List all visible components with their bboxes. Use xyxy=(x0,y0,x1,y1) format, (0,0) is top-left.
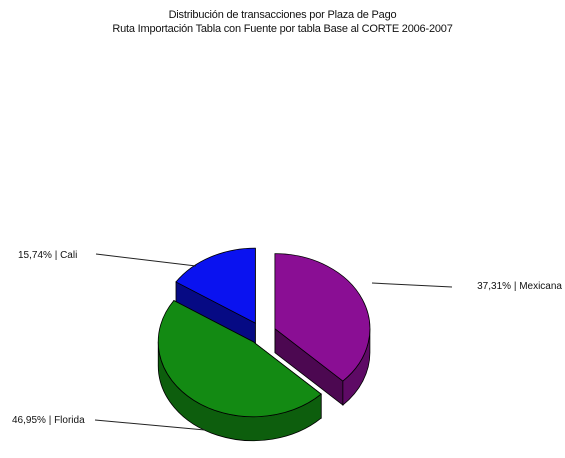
slice-label-cali: 15,74% | Cali xyxy=(18,250,77,261)
slice-label-florida: 46,95% | Florida xyxy=(12,415,85,426)
leader-line-cali xyxy=(95,253,197,267)
chart-subtitle: Ruta Importación Tabla con Fuente por ta… xyxy=(112,23,453,35)
leader-line-mexicana xyxy=(371,282,453,288)
chart-title-block: Distribución de transacciones por Plaza … xyxy=(0,8,565,36)
pie-slice-cali xyxy=(175,247,256,324)
chart-title: Distribución de transacciones por Plaza … xyxy=(168,9,397,21)
pie-tops xyxy=(157,247,371,418)
pie-slice-florida xyxy=(157,300,322,418)
slice-label-mexicana: 37,31% | Mexicana xyxy=(477,281,562,292)
leader-line-florida xyxy=(94,419,206,431)
pie-slice-mexicana xyxy=(274,253,371,382)
